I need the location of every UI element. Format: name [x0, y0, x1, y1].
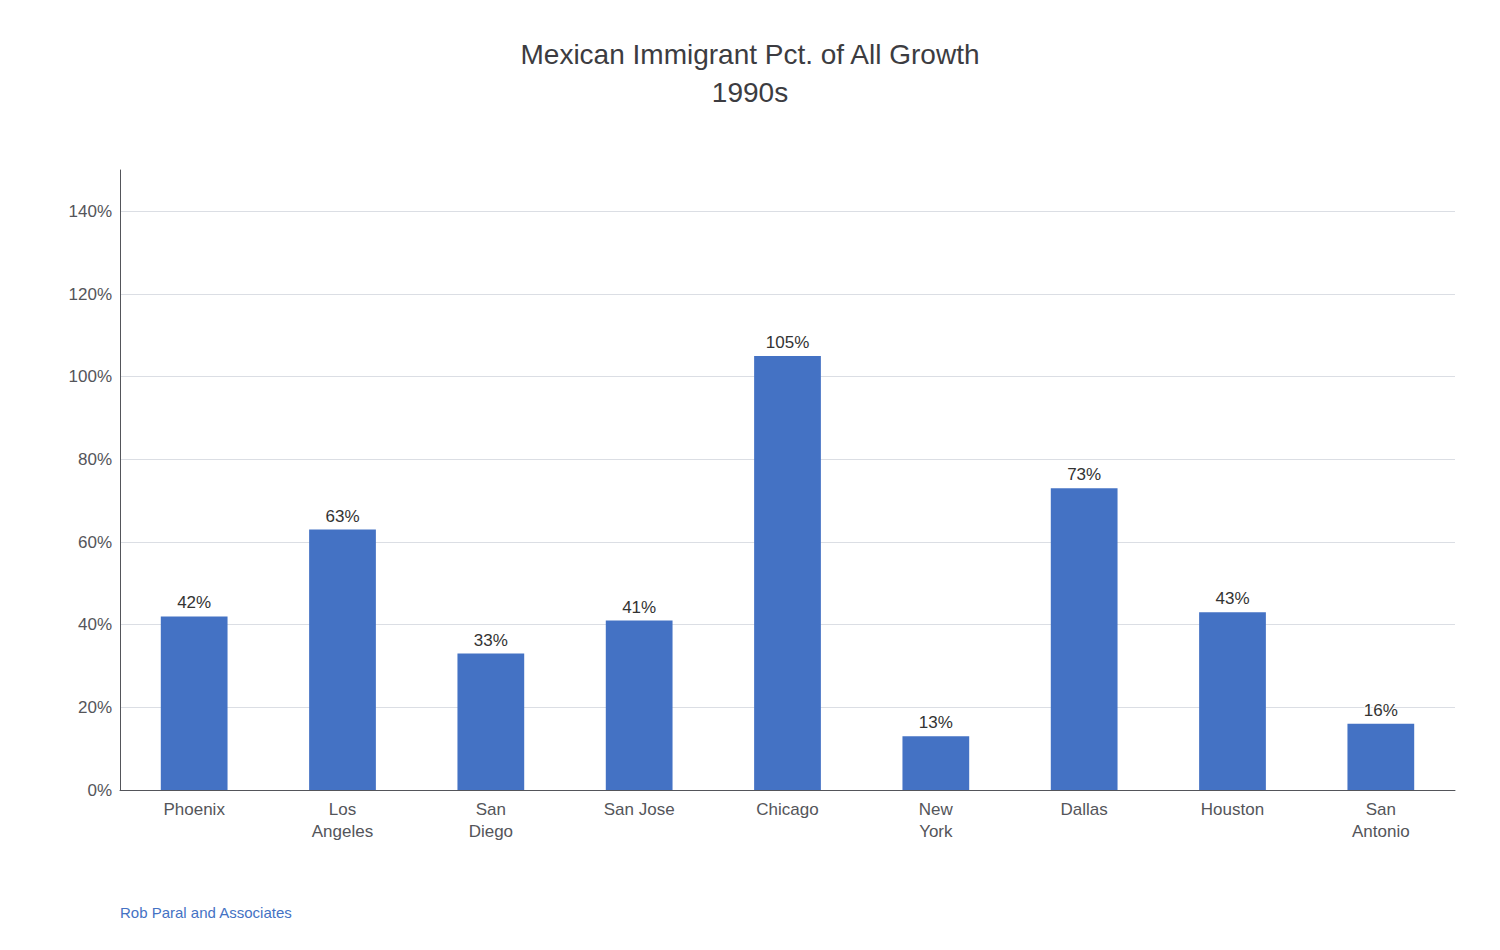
svg-text:1990s: 1990s [712, 77, 788, 108]
svg-text:Mexican Immigrant Pct. of All: Mexican Immigrant Pct. of All Growth [520, 39, 979, 70]
svg-text:Diego: Diego [469, 822, 513, 841]
svg-text:42%: 42% [177, 593, 211, 612]
svg-text:20%: 20% [78, 698, 112, 717]
svg-text:San Jose: San Jose [604, 800, 675, 819]
svg-text:Phoenix: Phoenix [163, 800, 225, 819]
svg-text:60%: 60% [78, 533, 112, 552]
svg-text:Los: Los [329, 800, 356, 819]
svg-text:16%: 16% [1364, 701, 1398, 720]
svg-text:120%: 120% [69, 285, 112, 304]
svg-text:13%: 13% [919, 713, 953, 732]
svg-text:63%: 63% [325, 507, 359, 526]
svg-text:Angeles: Angeles [312, 822, 373, 841]
svg-text:43%: 43% [1215, 589, 1249, 608]
svg-text:40%: 40% [78, 615, 112, 634]
svg-text:100%: 100% [69, 367, 112, 386]
svg-text:41%: 41% [622, 598, 656, 617]
svg-text:Chicago: Chicago [756, 800, 818, 819]
svg-text:San: San [476, 800, 506, 819]
svg-text:73%: 73% [1067, 465, 1101, 484]
svg-text:33%: 33% [474, 631, 508, 650]
svg-text:80%: 80% [78, 450, 112, 469]
svg-text:Antonio: Antonio [1352, 822, 1410, 841]
svg-text:105%: 105% [766, 333, 809, 352]
svg-text:New: New [919, 800, 954, 819]
svg-text:140%: 140% [69, 202, 112, 221]
svg-text:San: San [1366, 800, 1396, 819]
svg-text:York: York [919, 822, 953, 841]
svg-text:Dallas: Dallas [1061, 800, 1108, 819]
svg-text:0%: 0% [87, 781, 112, 800]
svg-text:Rob Paral and Associates: Rob Paral and Associates [120, 904, 292, 921]
svg-text:Houston: Houston [1201, 800, 1264, 819]
